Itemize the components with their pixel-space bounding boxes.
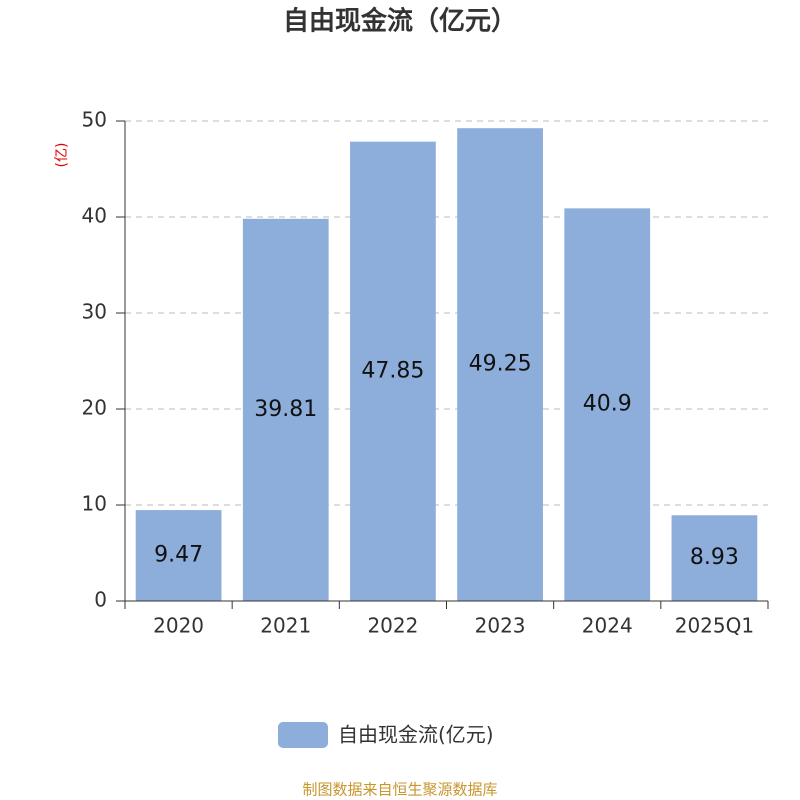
data-label: 9.47 — [154, 543, 203, 568]
bar — [564, 208, 651, 602]
bar — [671, 515, 758, 601]
y-tick-label: 20 — [82, 396, 107, 420]
legend-label: 自由现金流(亿元) — [338, 723, 494, 747]
bar — [135, 510, 222, 601]
x-tick-label: 2023 — [475, 614, 526, 638]
data-label: 47.85 — [361, 358, 424, 383]
data-label: 40.9 — [583, 392, 632, 417]
y-tick-label: 30 — [82, 300, 107, 324]
legend-swatch — [278, 722, 328, 748]
x-tick-label: 2025Q1 — [675, 614, 754, 638]
data-label: 39.81 — [254, 397, 317, 422]
y-tick-label: 0 — [94, 588, 107, 612]
x-tick-label: 2021 — [260, 614, 311, 638]
x-tick-label: 2022 — [367, 614, 418, 638]
y-axis-label: (亿) — [54, 143, 70, 168]
x-tick-label: 2020 — [153, 614, 204, 638]
data-label: 8.93 — [690, 545, 739, 570]
y-tick-label: 50 — [82, 108, 107, 132]
bar — [242, 218, 329, 601]
source-note: 制图数据来自恒生聚源数据库 — [302, 781, 497, 799]
x-tick-label: 2024 — [582, 614, 633, 638]
data-label: 49.25 — [469, 352, 532, 377]
chart-title: 自由现金流（亿元） — [283, 6, 517, 37]
bar — [350, 141, 436, 601]
bar — [457, 128, 543, 601]
y-tick-label: 40 — [82, 204, 107, 228]
y-tick-label: 10 — [82, 492, 107, 516]
